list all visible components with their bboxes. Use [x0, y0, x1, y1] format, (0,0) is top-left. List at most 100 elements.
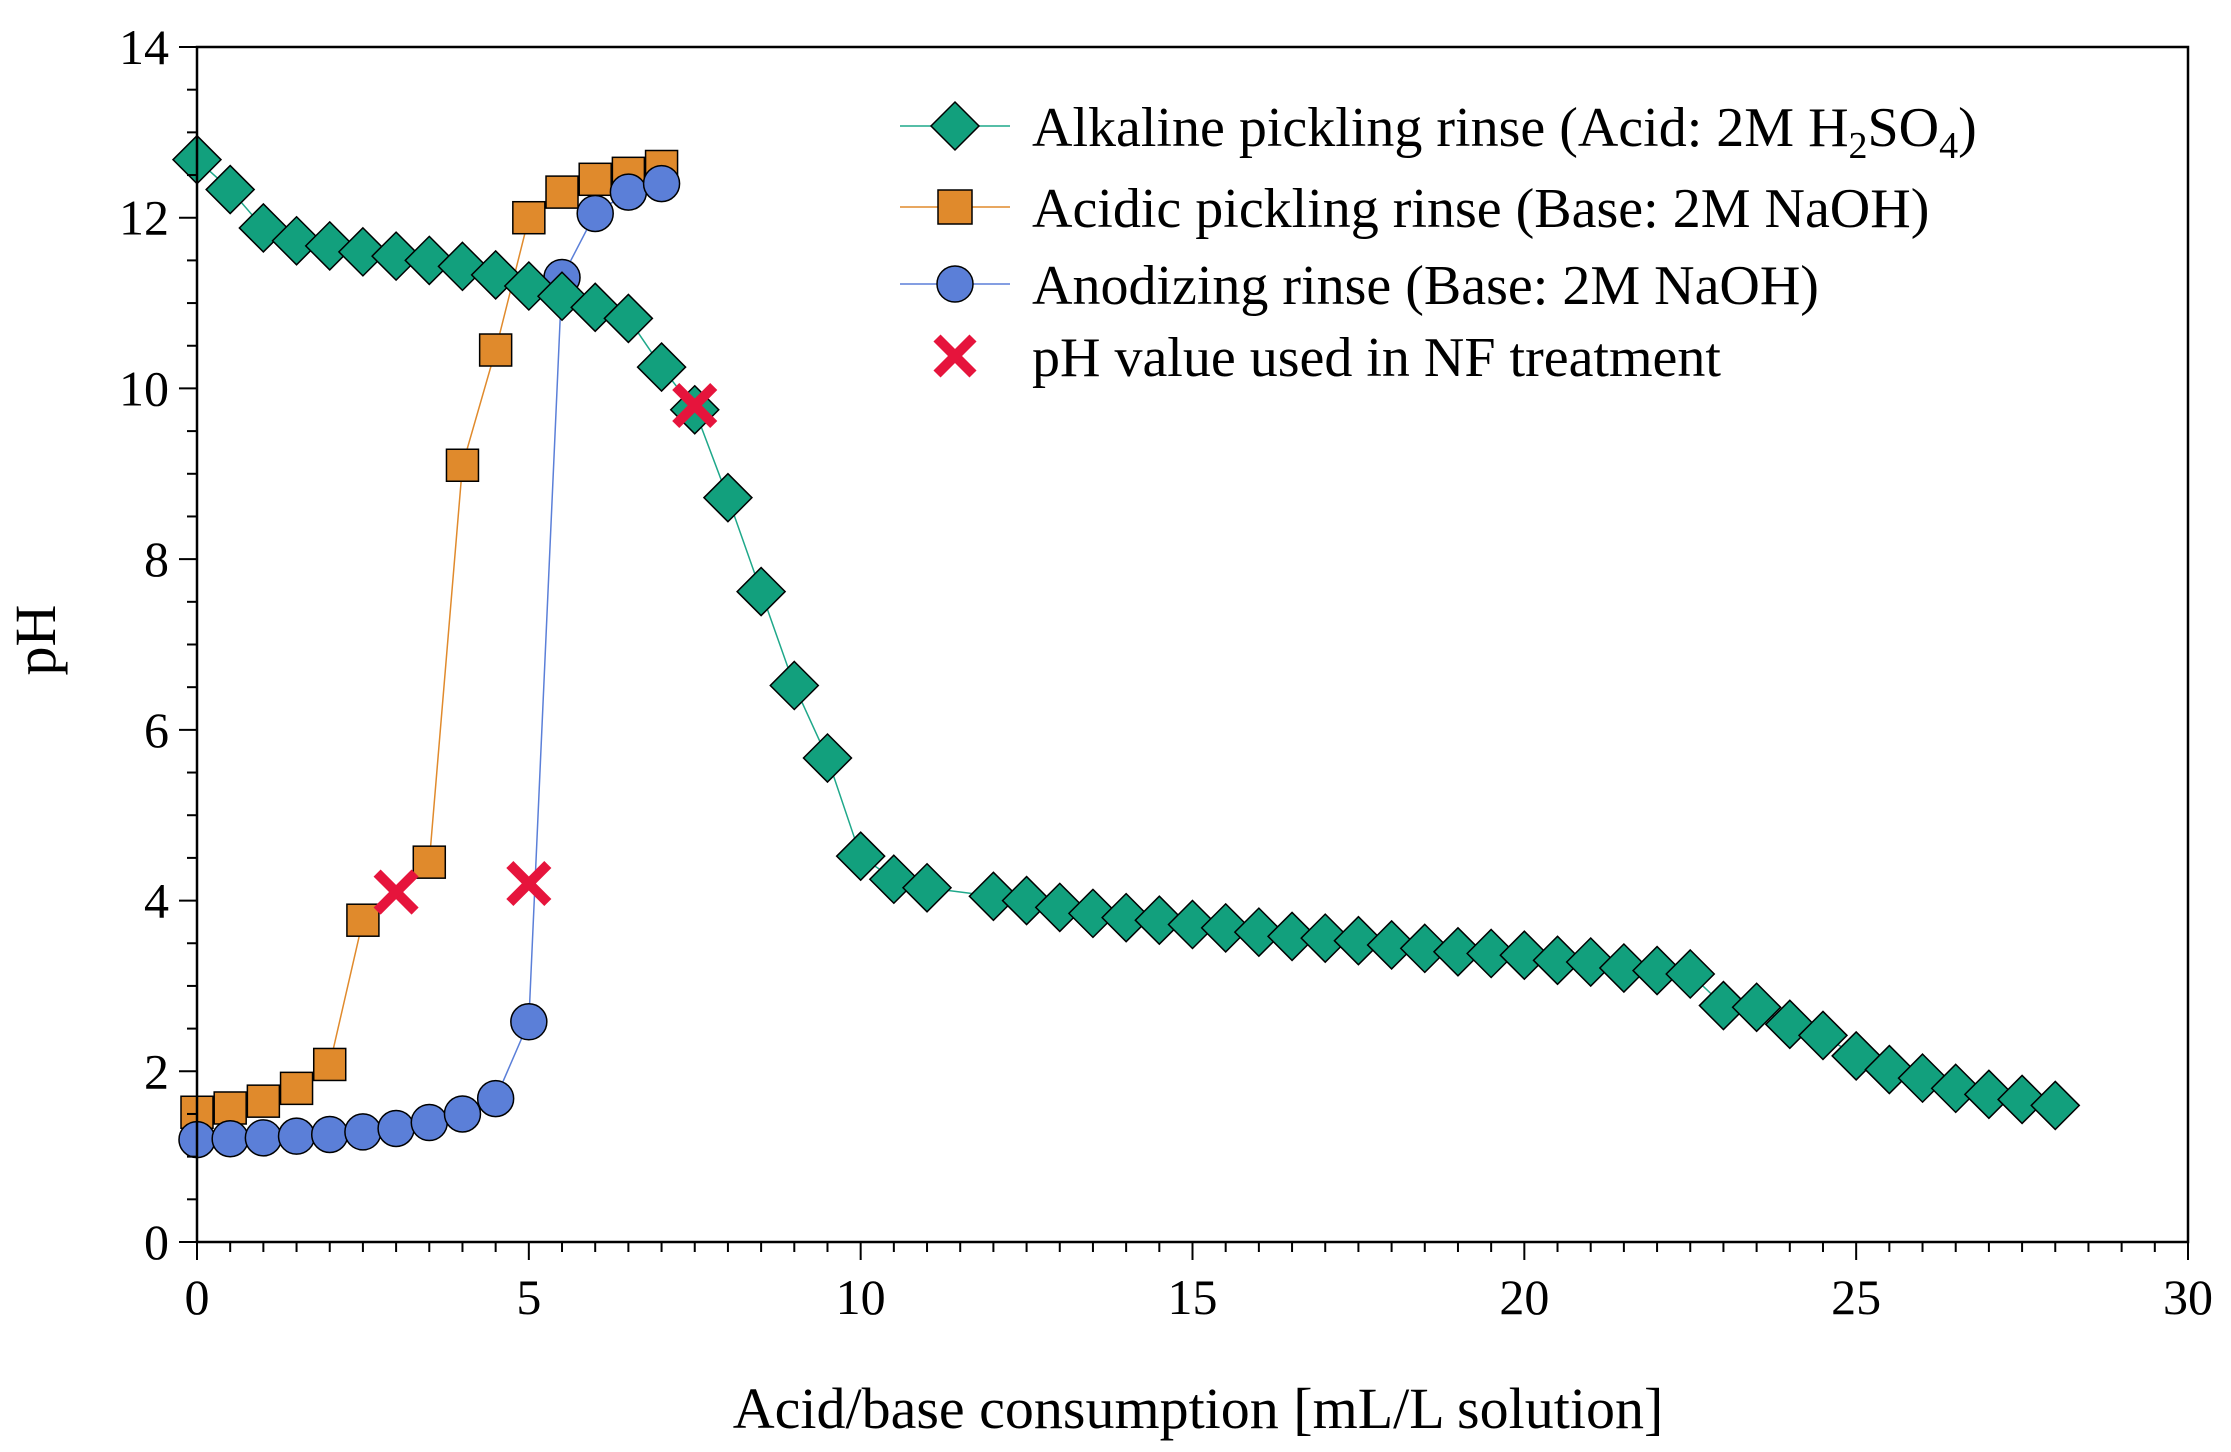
legend-label-alkaline-sub1: 2: [1849, 125, 1868, 167]
anodizing-point: [609, 173, 648, 211]
alkaline-point: [1167, 899, 1218, 950]
alkaline-point: [1034, 882, 1085, 933]
anodizing-point: [476, 1079, 515, 1118]
alkaline-point: [1200, 902, 1251, 953]
x-tick-label: 20: [1499, 1269, 1549, 1325]
y-tick-label: 2: [144, 1043, 169, 1099]
alkaline-point: [901, 862, 953, 913]
alkaline-point: [1499, 930, 1550, 981]
y-axis-title: pH: [3, 605, 68, 676]
alkaline-point: [1266, 911, 1318, 962]
alkaline-point: [271, 215, 322, 266]
alkaline-point: [1797, 1010, 1849, 1061]
y-tick-label: 4: [144, 873, 169, 929]
acidic-point: [246, 1084, 281, 1118]
alkaline-point: [1731, 982, 1782, 1033]
legend-label-alkaline-main: Alkaline pickling rinse (Acid: 2M H: [1032, 97, 1849, 159]
alkaline-point: [371, 231, 422, 282]
alkaline-point: [1432, 926, 1484, 977]
alkaline-point: [1565, 936, 1616, 988]
nf-ph-point: [672, 382, 718, 429]
anodizing-point: [443, 1095, 482, 1133]
alkaline-point: [1399, 923, 1450, 974]
acidic-point: [512, 200, 546, 235]
acidic-point: [279, 1071, 314, 1106]
y-tick-label: 12: [119, 190, 169, 246]
legend-label-alkaline-mid: SO: [1868, 97, 1940, 159]
alkaline-point: [1101, 892, 1152, 943]
legend-diamond-marker: [929, 100, 981, 152]
y-tick-label: 14: [119, 19, 169, 75]
anodizing-point: [211, 1119, 249, 1158]
nf-ph-point: [373, 869, 419, 915]
x-tick-label: 15: [1168, 1269, 1218, 1325]
alkaline-point: [1532, 935, 1583, 986]
legend-label-acidic: Acidic pickling rinse (Base: 2M NaOH): [1032, 178, 1929, 240]
alkaline-point: [769, 660, 820, 711]
acidic-point: [213, 1091, 247, 1125]
alkaline-point: [1001, 875, 1052, 926]
anodizing-point: [244, 1119, 283, 1157]
acidic-point: [578, 162, 612, 197]
alkaline-point: [1466, 928, 1517, 979]
acidic-point: [478, 333, 513, 367]
alkaline-point: [1134, 895, 1185, 946]
alkaline-point: [1698, 980, 1749, 1031]
anodizing-point: [510, 1003, 548, 1041]
x-axis-title: Acid/base consumption [mL/L solution]: [733, 1376, 1664, 1441]
alkaline-point: [835, 831, 886, 882]
alkaline-point: [636, 342, 687, 393]
legend-square-marker: [937, 189, 973, 225]
legend-item-alkaline: Alkaline pickling rinse (Acid: 2M H2SO4): [900, 97, 1977, 167]
y-tick-label: 10: [119, 360, 169, 416]
alkaline-point: [702, 472, 753, 523]
series-markers: [171, 134, 2081, 1159]
legend-item-anodizing: Anodizing rinse (Base: 2M NaOH): [900, 255, 1819, 317]
alkaline-point: [1997, 1074, 2048, 1125]
acidic-point: [312, 1047, 347, 1082]
legend-label-nf-ph: pH value used in NF treatment: [1032, 327, 1721, 389]
y-tick-label: 6: [144, 702, 169, 758]
anodizing-point: [344, 1113, 382, 1151]
anodizing-point: [277, 1117, 316, 1155]
legend-label-alkaline: Alkaline pickling rinse (Acid: 2M H2SO4): [1032, 97, 1977, 167]
anodizing-point: [377, 1109, 415, 1148]
legend-label-alkaline-tail: ): [1958, 97, 1977, 159]
alkaline-point: [968, 871, 1019, 922]
acidic-point: [545, 175, 579, 209]
legend-x-marker: [933, 334, 977, 378]
alkaline-point: [304, 220, 355, 271]
y-tick-label: 8: [144, 531, 169, 587]
alkaline-point: [802, 732, 853, 784]
alkaline-point: [736, 566, 787, 617]
alkaline-point: [1067, 888, 1119, 939]
alkaline-point: [1233, 907, 1284, 958]
x-tick-label: 25: [1831, 1269, 1881, 1325]
anodizing-point: [642, 164, 681, 203]
acidic-point: [346, 903, 380, 937]
legend-item-nf-ph: pH value used in NF treatment: [933, 327, 1721, 389]
x-tick-label: 30: [2163, 1269, 2213, 1325]
y-tick-label: 0: [144, 1214, 169, 1270]
alkaline-point: [337, 226, 388, 277]
x-tick-label: 10: [836, 1269, 886, 1325]
anodizing-point: [310, 1115, 349, 1154]
alkaline-point: [1366, 919, 1417, 971]
nf-ph-point: [506, 860, 552, 907]
anodizing-point: [410, 1103, 449, 1142]
alkaline-point: [205, 164, 256, 215]
alkaline-point: [603, 293, 654, 344]
alkaline-point: [1333, 915, 1384, 966]
legend-circle-marker: [936, 265, 974, 303]
alkaline-point: [1963, 1069, 2014, 1120]
alkaline-point: [404, 235, 455, 286]
x-tick-label: 5: [516, 1269, 541, 1325]
legend-label-anodizing: Anodizing rinse (Base: 2M NaOH): [1032, 255, 1819, 317]
acidic-point: [412, 845, 447, 879]
alkaline-point: [1598, 942, 1649, 994]
x-tick-label: 0: [185, 1269, 210, 1325]
legend-item-acidic: Acidic pickling rinse (Base: 2M NaOH): [900, 178, 1929, 240]
legend: Alkaline pickling rinse (Acid: 2M H2SO4)…: [900, 97, 1977, 389]
alkaline-point: [1665, 948, 1716, 1000]
